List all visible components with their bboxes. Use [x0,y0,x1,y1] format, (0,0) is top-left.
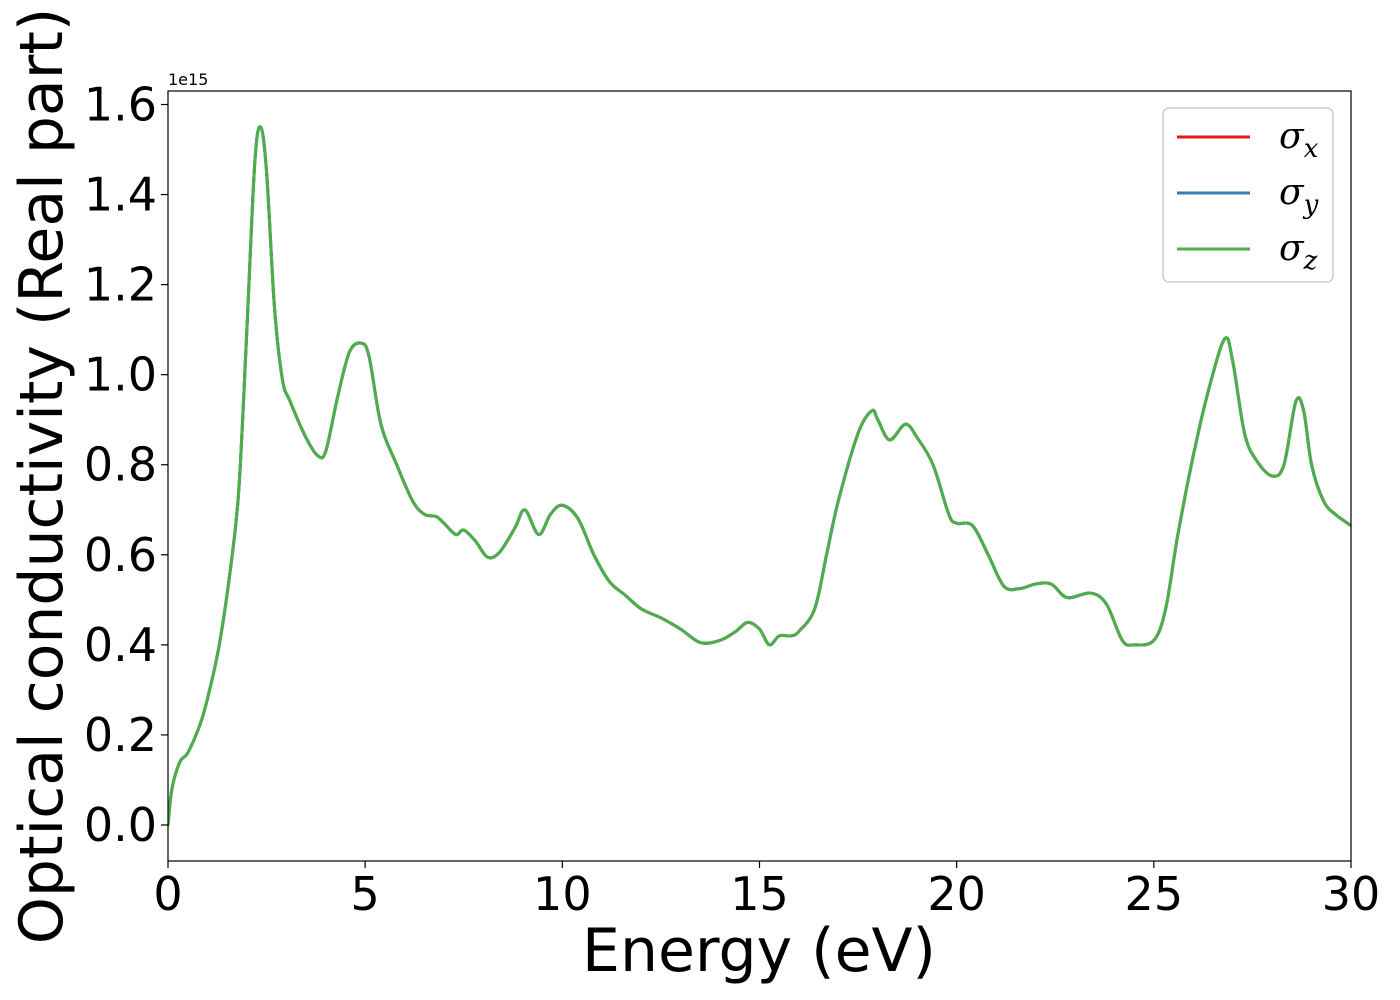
plot-area [168,125,1351,827]
x-tick-label: 20 [927,867,986,921]
legend-label-subscript: z [1303,246,1318,276]
legend-box [1162,107,1334,283]
x-tick-label: 5 [351,867,380,921]
x-tick-label: 0 [153,867,182,921]
x-tick-label: 15 [730,867,789,921]
legend-label-x: σx [1279,116,1319,164]
axis-ticks: 0 5 10 15 20 25 30 0.0 0.2 0.4 0.6 0.8 1.0 1.2 1.4 1.6 [84,78,1380,921]
legend-label-y: σy [1279,172,1319,220]
y-tick-label: 0.4 [84,618,157,672]
legend-label-base: σ [1279,116,1305,157]
legend-label-subscript: y [1303,190,1319,220]
y-axis-label: Optical conductivity (Real part) [7,8,77,945]
axes-frame [167,90,1352,862]
y-offset-label: 1e15 [168,70,208,89]
x-tick-label: 10 [533,867,592,921]
legend-label-base: σ [1279,228,1305,269]
y-tick-label: 1.2 [84,258,157,312]
legend-label-base: σ [1279,172,1305,213]
legend-label-z: σz [1279,228,1318,276]
legend-label-subscript: x [1304,134,1319,164]
x-tick-label: 30 [1322,867,1381,921]
series-line-z [168,125,1351,827]
series-lines [168,125,1351,827]
y-tick-label: 0.8 [84,438,157,492]
y-tick-label: 0.2 [84,708,157,762]
y-tick-label: 1.6 [84,78,157,132]
y-tick-label: 0.0 [84,798,157,852]
y-tick-label: 1.0 [84,348,157,402]
y-tick-label: 1.4 [84,168,157,222]
x-tick-label: 25 [1125,867,1184,921]
x-axis-label: Energy (eV) [582,916,936,986]
y-tick-label: 0.6 [84,528,157,582]
